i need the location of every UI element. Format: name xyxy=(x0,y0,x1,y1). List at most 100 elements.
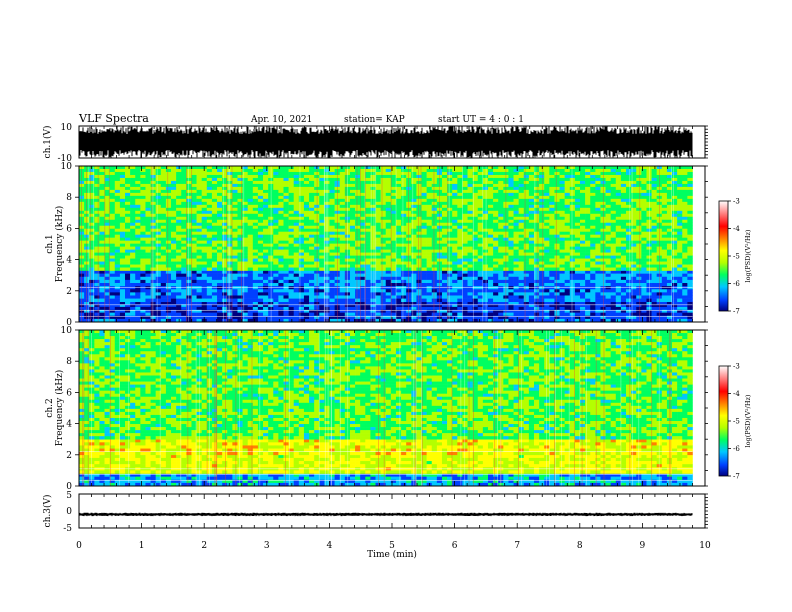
ch1-spectrogram-cell xyxy=(130,213,136,218)
ch1-spectrogram-cell xyxy=(165,189,172,194)
ch1-spectrogram-cell xyxy=(651,306,657,310)
ch1-spectrogram-cell xyxy=(273,216,279,221)
ch1-spectrogram-cell xyxy=(268,306,274,310)
ch1-spectrogram-cell xyxy=(401,304,407,308)
ch1-spectrogram-cell xyxy=(79,249,85,253)
ch1-spectrogram-cell xyxy=(401,264,407,268)
ch1-spectrogram-cell xyxy=(544,298,550,303)
ch1-spectrogram-cell xyxy=(247,267,254,271)
ch1-spectrogram-cell xyxy=(89,270,95,274)
ch1-spectrogram-cell xyxy=(140,252,146,256)
ch1-spectrogram-cell xyxy=(447,270,453,274)
ch1-spectrogram-cell xyxy=(513,279,519,284)
ch1-spectrogram-cell xyxy=(390,213,397,218)
ch1-spectrogram-cell xyxy=(135,267,141,271)
ch1-spectrogram-cell xyxy=(206,189,213,194)
ch1-spectrogram-cell xyxy=(150,171,156,176)
ch1-spectrogram-cell xyxy=(263,315,269,320)
ch1-spectrogram-cell xyxy=(196,237,202,241)
ch1-spectrogram-cell xyxy=(411,237,417,241)
ch1-spectrogram-cell xyxy=(145,315,151,320)
ch1-spectrogram-cell xyxy=(232,255,238,259)
ch1-spectrogram-cell xyxy=(222,192,228,197)
ch1-spectrogram-cell xyxy=(344,177,351,182)
ch1-spectrogram-cell xyxy=(79,207,85,212)
ch1-spectrogram-cell xyxy=(355,234,361,238)
ch1-spectrogram-cell xyxy=(186,261,192,265)
ch1-spectrogram-cell xyxy=(201,240,208,244)
ch1-spectrogram-cell xyxy=(140,261,146,265)
ch1-spectrogram-cell xyxy=(334,171,341,176)
ch1-spectrogram-cell xyxy=(309,207,315,212)
ch1-spectrogram-cell xyxy=(160,186,167,191)
ch1-spectrogram-cell xyxy=(441,306,448,310)
ch1-spectrogram-cell xyxy=(283,210,289,215)
ch1-spectrogram-cell xyxy=(421,258,427,262)
ch1-spectrogram-cell xyxy=(217,171,223,176)
ch1-spectrogram-cell xyxy=(273,258,279,262)
ch1-spectrogram-cell xyxy=(426,174,433,179)
ch1-spectrogram-cell xyxy=(324,301,330,305)
ch1-spectrogram-cell xyxy=(176,301,182,305)
ch1-spectrogram-cell xyxy=(375,186,381,191)
ch1-spectrogram-cell xyxy=(651,270,657,274)
ch1-spectrogram-cell xyxy=(472,264,479,268)
ch1-spectrogram-cell xyxy=(283,201,289,206)
ch1-spectrogram-cell xyxy=(436,306,443,310)
ch1-spectrogram-cell xyxy=(104,213,110,218)
ch1-spectrogram-cell xyxy=(160,273,167,278)
ch1-spectrogram-cell xyxy=(559,301,565,305)
ch1-spectrogram-cell xyxy=(191,315,197,320)
ch1-spectrogram-cell xyxy=(114,192,121,197)
ch1-spectrogram-cell xyxy=(283,258,289,262)
ch1-spectrogram-cell xyxy=(554,298,560,303)
ch1-spectrogram-cell xyxy=(181,295,187,299)
ch1-spectrogram-cell xyxy=(411,166,417,170)
ch1-spectrogram-cell xyxy=(196,198,202,203)
ch1-spectrogram-cell xyxy=(360,255,366,259)
ch1-spectrogram-cell xyxy=(247,228,254,232)
ch1-spectrogram-cell xyxy=(94,318,100,323)
ch1-spectrogram-cell xyxy=(125,237,131,241)
ch1-spectrogram-cell xyxy=(257,261,264,265)
ch1-spectrogram-cell xyxy=(181,258,187,262)
ch1-spectrogram-cell xyxy=(298,252,305,256)
ch1-spectrogram-cell xyxy=(84,309,90,313)
ch1-spectrogram-cell xyxy=(360,304,366,308)
ch1-spectrogram-cell xyxy=(247,171,254,176)
ch1-spectrogram-cell xyxy=(620,298,627,303)
ch1-spectrogram-cell xyxy=(268,237,274,241)
ch1-spectrogram-cell xyxy=(411,273,417,278)
ch1-spectrogram-cell xyxy=(406,166,412,170)
ch1-spectrogram-cell xyxy=(176,186,182,191)
ch1-spectrogram-cell xyxy=(421,183,427,188)
ch1-spectrogram-cell xyxy=(79,309,85,313)
ch1-spectrogram-cell xyxy=(288,237,295,241)
ch1-spectrogram-cell xyxy=(99,267,105,271)
ch1-spectrogram-cell xyxy=(257,216,264,221)
ch1-spectrogram-cell xyxy=(217,180,223,185)
ch1-spectrogram-cell xyxy=(186,201,192,206)
ch1-spectrogram-cell xyxy=(211,252,218,256)
ch1-spectrogram-cell xyxy=(176,292,182,296)
ch1-spectrogram-cell xyxy=(222,306,228,310)
ch1-spectrogram-cell xyxy=(217,249,223,253)
ch1-spectrogram-cell xyxy=(431,315,438,320)
ch1-spectrogram-cell xyxy=(273,270,279,274)
ch1-spectrogram-cell xyxy=(380,255,387,259)
ch1-spectrogram-cell xyxy=(227,195,233,200)
ch1-spectrogram-cell xyxy=(140,273,146,278)
ch1-spectrogram-cell xyxy=(104,207,110,212)
ch1-spectrogram-cell xyxy=(365,186,371,191)
ch1-spectrogram-cell xyxy=(319,186,325,191)
ch1-spectrogram-cell xyxy=(145,222,151,227)
ch1-spectrogram-cell xyxy=(436,225,443,230)
ch1-spectrogram-cell xyxy=(375,240,381,244)
ch1-spectrogram-cell xyxy=(171,201,177,206)
ch1-spectrogram-cell xyxy=(411,292,417,296)
ch1-spectrogram-cell xyxy=(283,171,289,176)
ch1-spectrogram-cell xyxy=(365,304,371,308)
ch1-spectrogram-cell xyxy=(365,243,371,247)
ch1-spectrogram-cell xyxy=(462,261,468,265)
ch1-spectrogram-cell xyxy=(487,216,494,221)
